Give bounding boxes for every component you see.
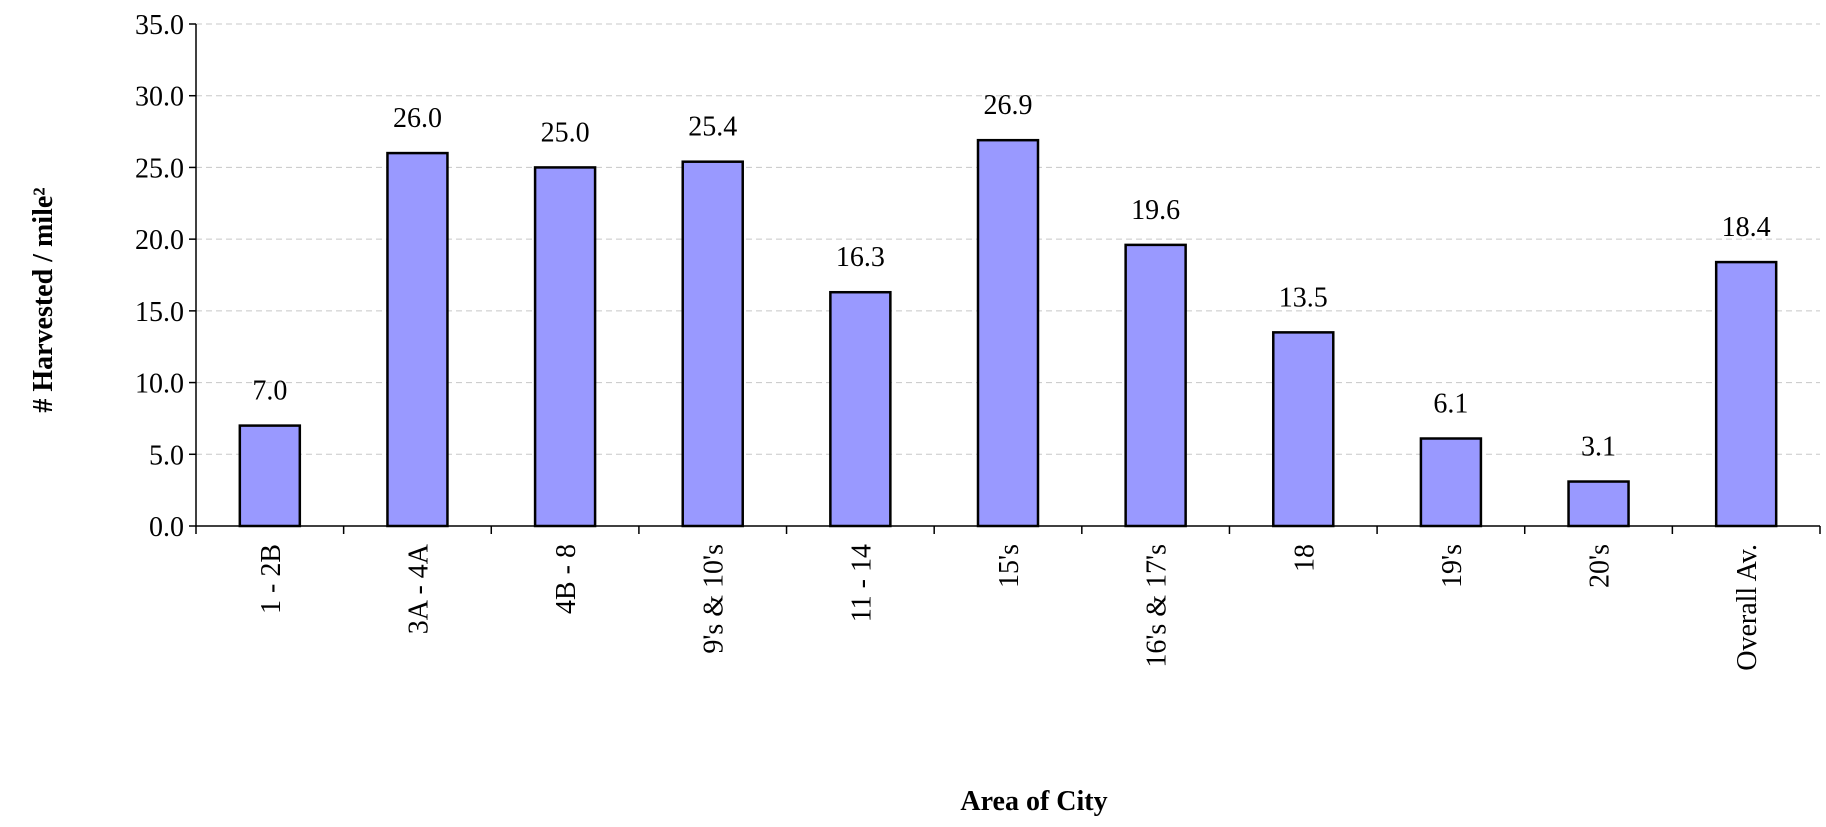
data-label: 3.1 [1581, 432, 1616, 463]
bar [1567, 480, 1630, 528]
data-label: 25.4 [688, 112, 737, 143]
x-tick-label: Overall Av. [1732, 544, 1763, 671]
y-tick-label: 15.0 [135, 297, 184, 328]
data-label: 18.4 [1722, 212, 1771, 243]
x-tick-label: 1 - 2B [256, 544, 287, 614]
bar [681, 160, 744, 528]
bar [976, 138, 1040, 528]
data-label: 6.1 [1433, 389, 1468, 420]
data-label: 7.0 [252, 376, 287, 407]
data-label: 26.9 [984, 90, 1033, 121]
y-tick-label: 5.0 [149, 440, 184, 471]
data-label: 26.0 [393, 103, 442, 134]
y-tick-label: 10.0 [135, 369, 184, 400]
x-tick-label: 9's & 10's [699, 544, 730, 654]
y-tick-label: 35.0 [135, 10, 184, 41]
y-tick-label: 20.0 [135, 225, 184, 256]
x-tick-label: 3A - 4A [403, 543, 434, 634]
x-tick-label: 11 - 14 [846, 544, 877, 622]
y-tick-label: 0.0 [149, 512, 184, 543]
bar [238, 424, 302, 528]
bar [386, 151, 449, 528]
bar [533, 166, 597, 528]
x-tick-label: 4B - 8 [551, 544, 582, 614]
data-label: 13.5 [1279, 282, 1328, 313]
data-label: 25.0 [541, 117, 590, 148]
y-tick-label: 30.0 [135, 82, 184, 113]
x-tick-label: 18 [1289, 544, 1320, 572]
x-tick-label: 20's [1585, 544, 1616, 588]
data-label: 16.3 [836, 242, 885, 273]
bar [829, 290, 892, 528]
bar [1272, 331, 1335, 528]
x-axis-title: Area of City [960, 786, 1107, 817]
y-axis-title: # Harvested / mile² [28, 187, 59, 412]
bar [1124, 243, 1187, 528]
bar [1714, 260, 1778, 528]
bar [1419, 437, 1483, 528]
x-tick-label: 16's & 17's [1142, 544, 1173, 668]
y-tick-label: 25.0 [135, 153, 184, 184]
x-tick-label: 15's [994, 544, 1025, 588]
data-label: 19.6 [1131, 195, 1180, 226]
x-tick-label: 19's [1437, 544, 1468, 588]
